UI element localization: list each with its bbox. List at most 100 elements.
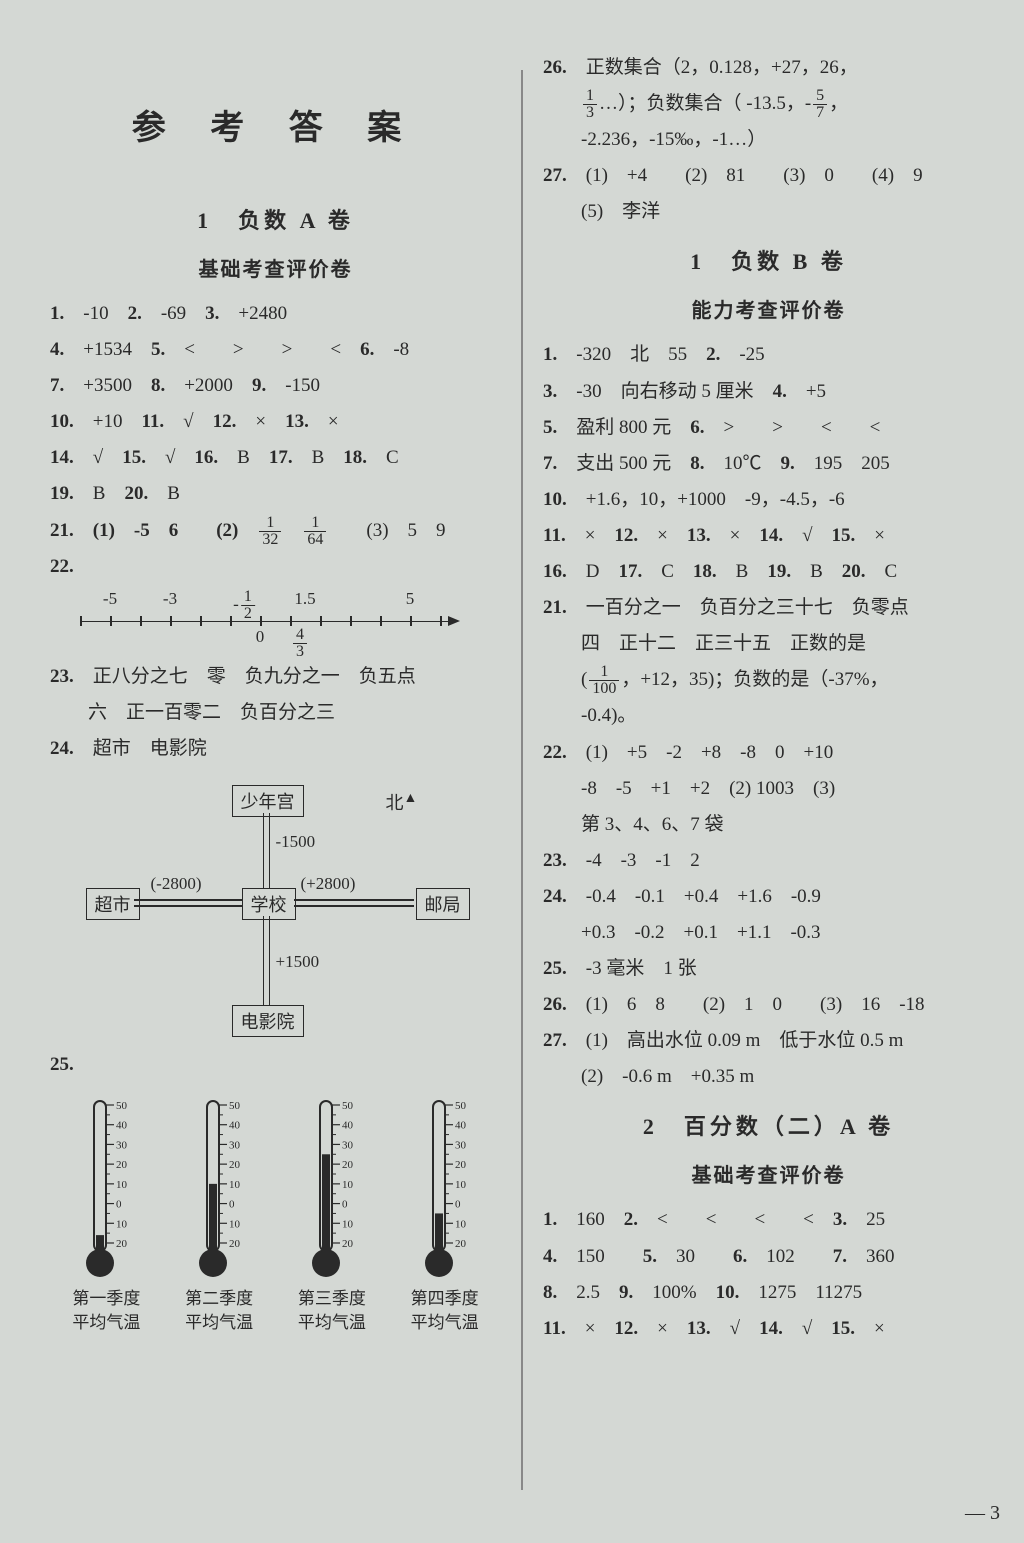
answer-line: -2.236，-15‰，-1…） [543, 122, 994, 158]
svg-text:10: 10 [116, 1179, 128, 1191]
map-node-right: 邮局 [416, 888, 470, 920]
svg-text:40: 40 [342, 1120, 354, 1132]
thermometer-caption: 第三季度平均气温 [298, 1287, 366, 1335]
svg-text:40: 40 [455, 1120, 467, 1132]
right-column: 26. 正数集合（2，0.128，+27，26， 13…）；负数集合（ -13.… [543, 50, 994, 1490]
map-diagram: 学校少年宫电影院超市邮局-1500+1500(-2800)(+2800)北▲ [76, 777, 476, 1037]
answers-block-a2: 23. 正八分之七 零 负九分之一 负五点 六 正一百零二 负百分之三24. 超… [50, 659, 501, 767]
svg-text:20: 20 [229, 1159, 241, 1171]
answer-line: 7. 支出 500 元 8. 10℃ 9. 195 205 [543, 446, 994, 482]
page-number: — 3 [965, 1502, 1000, 1525]
answer-line: 16. D 17. C 18. B 19. B 20. C [543, 554, 994, 590]
svg-text:10: 10 [229, 1218, 241, 1230]
svg-text:30: 30 [229, 1140, 241, 1152]
answer-line: 1. -320 北 55 2. -25 [543, 337, 994, 373]
thermometer-caption: 第四季度平均气温 [411, 1287, 479, 1335]
answer-q25-label: 25. [50, 1047, 501, 1083]
section-title-c: 2 百分数（二）A 卷 [543, 1109, 994, 1141]
answer-line: (5) 李洋 [543, 194, 994, 230]
section-title-a: 1 负数 A 卷 [50, 203, 501, 235]
svg-text:50: 50 [342, 1100, 354, 1112]
answer-q21: 21. (1) -5 6 (2) 132 164 (3) 5 9 [50, 513, 501, 549]
answer-line: 10. +10 11. √ 12. × 13. × [50, 404, 501, 440]
answer-line: 10. +1.6，10，+1000 -9，-4.5，-6 [543, 482, 994, 518]
answer-line: (2) -0.6 m +0.35 m [543, 1059, 994, 1095]
svg-text:20: 20 [116, 1238, 128, 1250]
svg-text:50: 50 [455, 1100, 467, 1112]
svg-text:50: 50 [116, 1100, 128, 1112]
answer-line: 8. 2.5 9. 100% 10. 1275 11275 [543, 1275, 994, 1311]
answer-line: 14. √ 15. √ 16. B 17. B 18. C [50, 440, 501, 476]
answer-line: 7. +3500 8. +2000 9. -150 [50, 368, 501, 404]
svg-text:40: 40 [229, 1120, 241, 1132]
answer-line: 24. -0.4 -0.1 +0.4 +1.6 -0.9 [543, 879, 994, 915]
main-title: 参 考 答 案 [50, 100, 501, 149]
map-node-left: 超市 [86, 888, 140, 920]
svg-text:40: 40 [116, 1120, 128, 1132]
answer-line: 27. (1) +4 (2) 81 (3) 0 (4) 9 [543, 158, 994, 194]
answers-block-top: 26. 正数集合（2，0.128，+27，26， 13…）；负数集合（ -13.… [543, 50, 994, 230]
svg-text:10: 10 [342, 1218, 354, 1230]
svg-text:10: 10 [229, 1179, 241, 1191]
svg-text:10: 10 [455, 1218, 467, 1230]
answer-line: 1. -10 2. -69 3. +2480 [50, 296, 501, 332]
thermometer-row: 50 40 30 20 10 0 10 20 第一季度平均气温 50 40 30 20 10 0 10 20… [50, 1093, 501, 1335]
svg-text:20: 20 [342, 1159, 354, 1171]
answer-q21b: (1100，+12，35)；负数的是（-37%， [543, 662, 994, 698]
page: 参 考 答 案 1 负数 A 卷 基础考查评价卷 1. -10 2. -69 3… [0, 0, 1024, 1520]
answer-line: 26. 正数集合（2，0.128，+27，26， [543, 50, 994, 86]
answers-block-b: 1. -320 北 55 2. -253. -30 向右移动 5 厘米 4. +… [543, 337, 994, 662]
sub-title-a: 基础考查评价卷 [50, 253, 501, 282]
svg-text:0: 0 [455, 1199, 461, 1211]
svg-text:0: 0 [342, 1199, 348, 1211]
sub-title-c: 基础考查评价卷 [543, 1159, 994, 1188]
answer-line: 24. 超市 电影院 [50, 731, 501, 767]
svg-text:10: 10 [455, 1179, 467, 1191]
answer-line: 4. 150 5. 30 6. 102 7. 360 [543, 1239, 994, 1275]
svg-text:10: 10 [116, 1218, 128, 1230]
section-title-b: 1 负数 B 卷 [543, 244, 994, 276]
svg-text:30: 30 [455, 1140, 467, 1152]
answer-q22-label: 22. [50, 549, 501, 585]
svg-text:0: 0 [116, 1199, 122, 1211]
answers-block-a1: 1. -10 2. -69 3. +24804. +1534 5. < > > … [50, 296, 501, 513]
column-divider [521, 70, 523, 1490]
answer-line: 13…）；负数集合（ -13.5，-57， [543, 86, 994, 122]
answer-line: -8 -5 +1 +2 (2) 1003 (3) [543, 771, 994, 807]
svg-text:20: 20 [342, 1238, 354, 1250]
svg-text:10: 10 [342, 1179, 354, 1191]
answer-line: 19. B 20. B [50, 476, 501, 512]
answers-block-d: 1. 160 2. < < < < 3. 254. 150 5. 30 6. 1… [543, 1202, 994, 1346]
thermometer-caption: 第一季度平均气温 [72, 1287, 140, 1335]
answer-line: 23. 正八分之七 零 负九分之一 负五点 [50, 659, 501, 695]
answers-block-c: 22. (1) +5 -2 +8 -8 0 +10 -8 -5 +1 +2 (2… [543, 735, 994, 1096]
answer-line: 21. 一百分之一 负百分之三十七 负零点 [543, 590, 994, 626]
answer-q21c: -0.4)。 [543, 698, 994, 734]
answer-line: 3. -30 向右移动 5 厘米 4. +5 [543, 374, 994, 410]
number-line: -5-3-121.55043 [80, 591, 501, 651]
answer-line: 27. (1) 高出水位 0.09 m 低于水位 0.5 m [543, 1023, 994, 1059]
answer-line: 26. (1) 6 8 (2) 1 0 (3) 16 -18 [543, 987, 994, 1023]
thermometer: 50 40 30 20 10 0 10 20 第二季度平均气温 [169, 1093, 269, 1335]
map-node-bottom: 电影院 [232, 1005, 304, 1037]
thermometer-caption: 第二季度平均气温 [185, 1287, 253, 1335]
answer-line: 23. -4 -3 -1 2 [543, 843, 994, 879]
thermometer: 50 40 30 20 10 0 10 20 第四季度平均气温 [395, 1093, 495, 1335]
answer-line: 11. × 12. × 13. √ 14. √ 15. × [543, 1311, 994, 1347]
svg-text:0: 0 [229, 1199, 235, 1211]
svg-text:20: 20 [116, 1159, 128, 1171]
sub-title-b: 能力考查评价卷 [543, 294, 994, 323]
left-column: 参 考 答 案 1 负数 A 卷 基础考查评价卷 1. -10 2. -69 3… [50, 50, 501, 1490]
answer-line: 25. -3 毫米 1 张 [543, 951, 994, 987]
svg-text:20: 20 [455, 1238, 467, 1250]
answer-line: 4. +1534 5. < > > < 6. -8 [50, 332, 501, 368]
thermometer: 504030201001020 第一季度平均气温 [56, 1093, 156, 1335]
answer-line: 四 正十二 正三十五 正数的是 [543, 626, 994, 662]
answer-line: +0.3 -0.2 +0.1 +1.1 -0.3 [543, 915, 994, 951]
svg-text:30: 30 [342, 1140, 354, 1152]
svg-text:20: 20 [229, 1238, 241, 1250]
svg-text:20: 20 [455, 1159, 467, 1171]
answer-line: 22. (1) +5 -2 +8 -8 0 +10 [543, 735, 994, 771]
svg-text:50: 50 [229, 1100, 241, 1112]
answer-line: 第 3、4、6、7 袋 [543, 807, 994, 843]
